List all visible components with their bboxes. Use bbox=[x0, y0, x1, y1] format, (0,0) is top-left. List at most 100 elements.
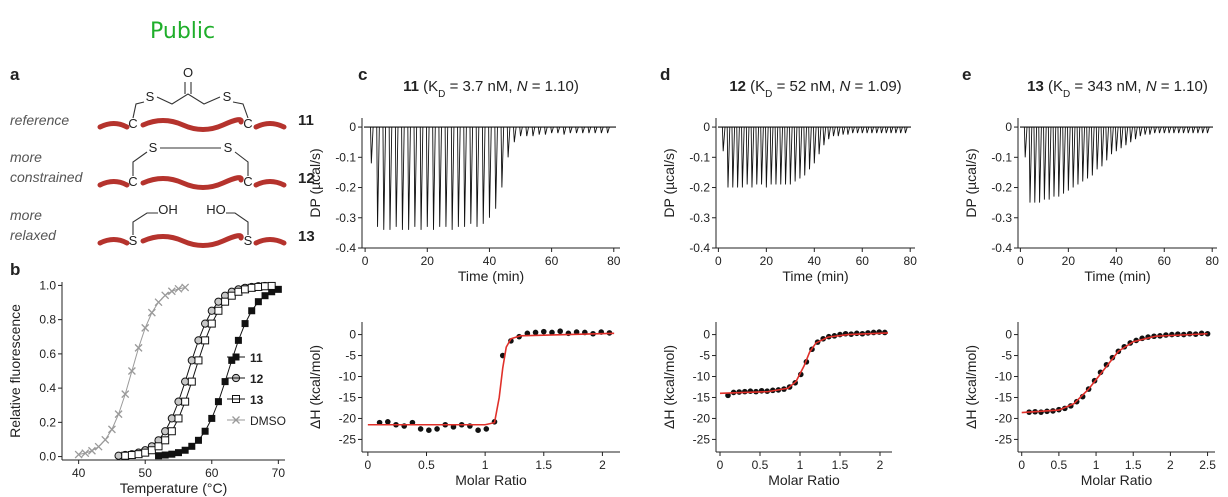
injection-peak bbox=[444, 127, 449, 227]
marker bbox=[167, 287, 176, 296]
marker bbox=[181, 283, 190, 292]
injection-peak bbox=[1081, 127, 1085, 182]
title-part: 12 bbox=[729, 78, 746, 95]
injection-peak bbox=[438, 127, 442, 227]
y-tick-label: -10 bbox=[339, 370, 357, 384]
marker bbox=[247, 283, 256, 292]
backbone bbox=[97, 179, 130, 188]
x-tick-label: 0 bbox=[1017, 254, 1024, 268]
injection-peak bbox=[875, 126, 879, 134]
injection-peak bbox=[846, 126, 851, 135]
backbone bbox=[253, 121, 287, 130]
x-axis-label: Temperature (°C) bbox=[120, 480, 228, 496]
atom: C bbox=[128, 116, 137, 131]
injection-peak bbox=[1153, 126, 1157, 134]
marker bbox=[234, 336, 242, 344]
injection-peak bbox=[1143, 126, 1148, 135]
marker bbox=[188, 442, 196, 450]
injection-peak bbox=[1134, 127, 1138, 140]
injection-peak bbox=[575, 126, 579, 134]
title-part: N bbox=[840, 78, 851, 95]
row-label: reference bbox=[10, 112, 69, 128]
marker bbox=[181, 397, 190, 406]
injection-peak bbox=[1148, 126, 1153, 135]
atom: S bbox=[146, 89, 155, 104]
injection-peak bbox=[1191, 126, 1196, 134]
injection-peak bbox=[856, 126, 860, 134]
injection-peak bbox=[1196, 126, 1201, 134]
injection-peak bbox=[1033, 127, 1038, 203]
y-tick-label: -20 bbox=[693, 411, 711, 425]
x-axis-label: Molar Ratio bbox=[768, 472, 840, 488]
injection-peak bbox=[1028, 127, 1033, 203]
injection-peak bbox=[822, 127, 827, 146]
data-point bbox=[417, 426, 424, 432]
injection-peak bbox=[1043, 127, 1047, 200]
title-part: D bbox=[1063, 89, 1070, 100]
y-axis-label: DP (µcal/s) bbox=[307, 148, 323, 217]
injection-peak bbox=[407, 127, 411, 230]
injection-peak bbox=[837, 126, 841, 137]
title-part: D bbox=[438, 89, 445, 100]
injection-peak bbox=[1119, 127, 1124, 149]
title-part: = 343 nM, bbox=[1070, 78, 1145, 95]
y-tick-label: -10 bbox=[995, 370, 1013, 384]
row-label: more bbox=[10, 149, 42, 165]
y-tick-label: -25 bbox=[995, 432, 1013, 446]
y-tick-label: 1.0 bbox=[39, 278, 56, 292]
injection-peak bbox=[1052, 127, 1057, 197]
injection-peak bbox=[494, 127, 498, 209]
x-tick-label: 1 bbox=[482, 458, 489, 472]
backbone bbox=[97, 121, 130, 130]
title-part: = 52 nM, bbox=[772, 78, 839, 95]
y-axis-label: Relative fluorescence bbox=[7, 304, 23, 438]
injection-peak bbox=[899, 126, 903, 134]
panel-label: e bbox=[962, 65, 971, 84]
y-tick-label: -0.2 bbox=[991, 181, 1012, 195]
injection-peak bbox=[1095, 127, 1100, 170]
marker bbox=[207, 306, 216, 315]
y-tick-label: 0 bbox=[349, 120, 356, 134]
x-tick-label: 0 bbox=[362, 254, 369, 268]
injection-peak bbox=[798, 127, 803, 179]
injection-peak bbox=[1124, 127, 1129, 146]
y-tick-label: 0.4 bbox=[39, 381, 56, 395]
x-tick-label: 0 bbox=[365, 458, 372, 472]
atom: S bbox=[244, 233, 253, 248]
injection-peak bbox=[1067, 127, 1071, 191]
y-axis-label: ΔH (kcal/mol) bbox=[661, 345, 677, 429]
injection-peak bbox=[1047, 127, 1052, 200]
x-tick-label: 60 bbox=[205, 466, 219, 480]
injection-peak bbox=[569, 126, 573, 134]
marker bbox=[254, 298, 262, 306]
data-point bbox=[549, 329, 555, 336]
injection-peak bbox=[1186, 126, 1191, 134]
injection-peak bbox=[463, 127, 467, 227]
injection-peak bbox=[1177, 126, 1181, 134]
injection-peak bbox=[432, 127, 436, 230]
bond bbox=[132, 212, 158, 235]
marker bbox=[127, 451, 136, 460]
y-tick-label: -5 bbox=[1001, 349, 1012, 363]
y-tick-label: -15 bbox=[693, 390, 711, 404]
chart-title: 11 (KD = 3.7 nM, N = 1.10) bbox=[403, 78, 579, 100]
marker bbox=[155, 452, 163, 460]
panel-label: a bbox=[10, 65, 20, 84]
y-tick-label: -0.2 bbox=[335, 181, 356, 195]
injection-peak bbox=[525, 126, 529, 137]
data-point bbox=[475, 427, 481, 433]
data-point bbox=[758, 387, 765, 394]
y-tick-label: -5 bbox=[345, 349, 356, 363]
injection-peak bbox=[1139, 126, 1143, 137]
injection-peak bbox=[550, 126, 554, 134]
panel-label: c bbox=[358, 65, 367, 84]
data-point bbox=[434, 426, 440, 432]
x-tick-label: 40 bbox=[808, 254, 822, 268]
data-point bbox=[854, 330, 860, 337]
bond bbox=[234, 151, 249, 176]
atom: HO bbox=[206, 202, 226, 217]
series-line bbox=[118, 285, 266, 457]
injection-peak bbox=[556, 126, 561, 134]
x-tick-label: 2 bbox=[599, 458, 606, 472]
fit-line bbox=[367, 332, 615, 426]
